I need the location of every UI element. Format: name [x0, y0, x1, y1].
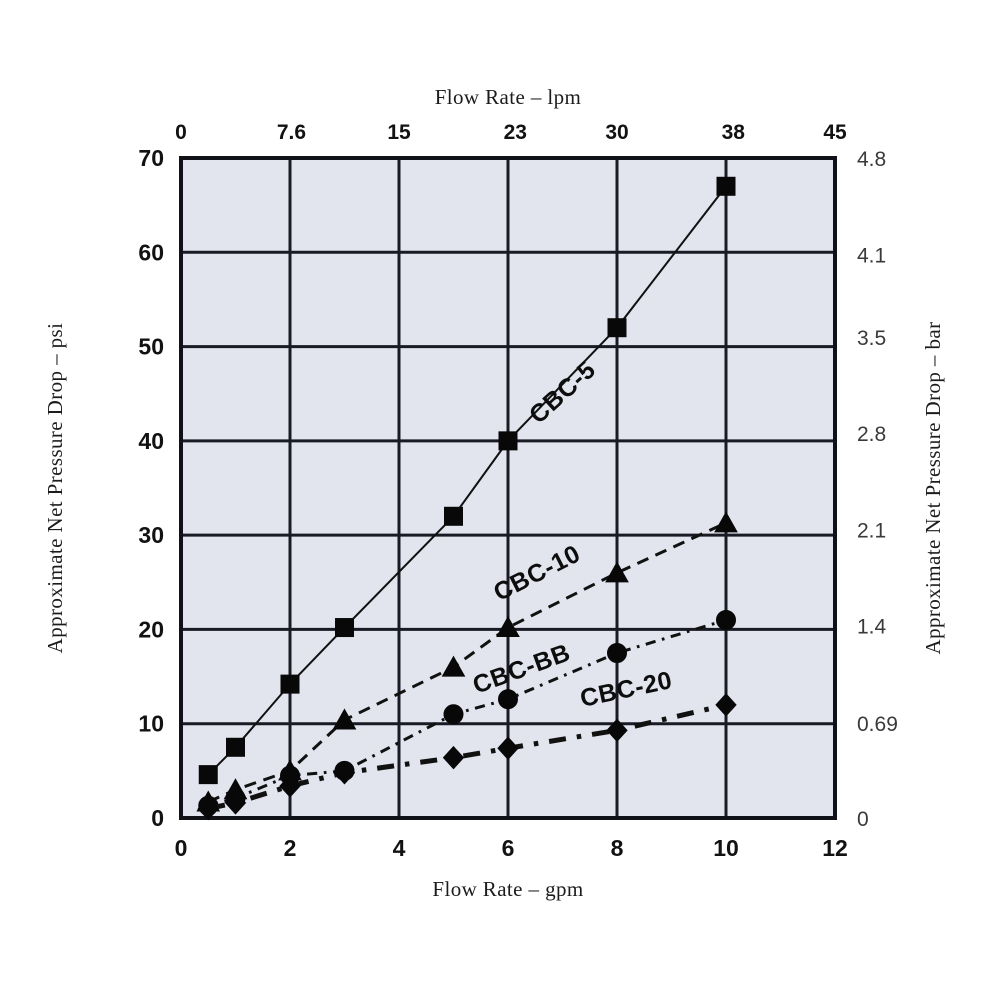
data-point-diamond	[197, 796, 219, 821]
ytick-label-left: 60	[138, 239, 164, 265]
xtick-label-top: 45	[823, 121, 847, 144]
ytick-label-left: 40	[138, 428, 164, 454]
ytick-label-left: 70	[138, 145, 164, 171]
xtick-label-bottom: 0	[175, 835, 188, 861]
ytick-label-right: 0	[857, 808, 869, 831]
xtick-label-bottom: 2	[284, 835, 297, 861]
data-point-square	[716, 176, 736, 196]
data-point-triangle	[441, 655, 466, 677]
series-line	[207, 618, 727, 808]
data-point-diamond	[279, 774, 301, 798]
data-point-diamond	[333, 760, 356, 785]
tick-labels: 0 2 4 6 8 10 12 0 7.6 15 23 30 38 45 0 10 20 30 40 50 60 70 0 0…	[138, 121, 897, 861]
data-point-square	[607, 318, 627, 338]
ytick-label-right: 4.1	[857, 244, 886, 267]
xtick-label-bottom: 4	[393, 835, 406, 861]
data-point-square	[280, 674, 300, 694]
ytick-label-right: 0.69	[857, 713, 898, 736]
data-point-triangle	[605, 561, 629, 583]
xtick-label-top: 38	[722, 121, 746, 144]
ytick-label-right: 2.8	[857, 423, 886, 446]
ytick-label-right: 3.5	[857, 327, 886, 350]
ytick-label-right: 1.4	[857, 616, 887, 639]
y-axis-title-left: Approximate Net Pressure Drop – psi	[43, 323, 67, 654]
data-point-triangle	[332, 708, 357, 730]
xtick-label-bottom: 12	[822, 835, 848, 861]
data-point-diamond	[715, 693, 737, 717]
data-series	[196, 176, 738, 821]
data-point-square	[335, 618, 354, 638]
ytick-label-left: 20	[138, 616, 164, 642]
data-point-diamond	[442, 745, 465, 770]
xtick-label-top: 0	[175, 121, 187, 144]
series-cbc-5	[198, 176, 736, 785]
x-axis-title-bottom: Flow Rate – gpm	[432, 877, 583, 901]
xtick-label-top: 7.6	[277, 121, 306, 144]
ytick-label-left: 50	[138, 334, 164, 360]
ytick-label-right: 4.8	[857, 148, 886, 171]
data-point-square	[498, 431, 518, 451]
axis-titles: Flow Rate – gpm Flow Rate – lpm Approximat…	[43, 85, 945, 901]
y-axis-title-right: Approximate Net Pressure Drop – bar	[921, 322, 945, 655]
data-point-square	[198, 765, 218, 785]
plot-frame	[179, 156, 837, 820]
data-point-circle	[498, 689, 518, 710]
ytick-label-left: 0	[151, 805, 164, 831]
data-point-square	[226, 737, 245, 757]
data-point-triangle	[714, 511, 738, 533]
xtick-label-bottom: 10	[713, 835, 739, 861]
series-line	[207, 185, 727, 776]
data-point-diamond	[497, 736, 519, 760]
xtick-label-bottom: 8	[611, 835, 624, 861]
series-cbc-20	[197, 693, 737, 821]
plot-border	[179, 156, 837, 820]
series-line	[207, 521, 727, 804]
x-axis-title-top: Flow Rate – lpm	[435, 85, 582, 109]
data-point-circle	[607, 643, 627, 663]
series-line	[207, 702, 727, 812]
data-point-circle	[716, 610, 736, 630]
ytick-label-left: 10	[138, 711, 164, 737]
data-point-diamond	[606, 718, 628, 743]
data-point-diamond	[224, 791, 247, 815]
ytick-label-right: 2.1	[857, 519, 886, 542]
data-point-square	[444, 506, 463, 526]
xtick-label-bottom: 6	[502, 835, 515, 861]
xtick-label-top: 15	[387, 121, 411, 144]
xtick-label-top: 30	[605, 121, 628, 144]
xtick-label-top: 23	[504, 121, 527, 144]
ytick-label-left: 30	[138, 522, 164, 548]
data-point-triangle	[496, 616, 520, 638]
data-point-circle	[443, 704, 464, 725]
